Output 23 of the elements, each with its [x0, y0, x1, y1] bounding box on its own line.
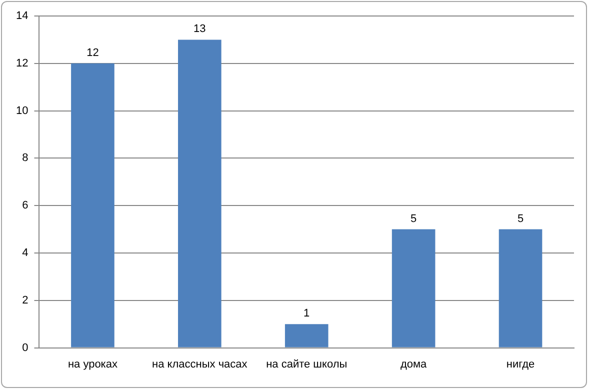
bar [178, 40, 222, 348]
data-label: 12 [86, 46, 99, 59]
data-label: 1 [304, 308, 310, 320]
bar [392, 229, 436, 348]
y-tick-label: 14 [16, 10, 28, 22]
data-label: 5 [517, 212, 524, 225]
x-tick-label: нигде [506, 358, 535, 370]
x-tick-label: на уроках [68, 358, 118, 370]
x-tick-label: на сайте школы [266, 358, 348, 370]
y-tick-label: 0 [22, 342, 28, 354]
bar [498, 229, 542, 348]
y-tick-label: 4 [22, 247, 28, 260]
y-tick-label: 10 [16, 104, 28, 117]
x-tick-label: дома [400, 358, 428, 370]
y-tick-label: 12 [16, 57, 28, 70]
bar [71, 63, 114, 348]
data-label: 5 [410, 212, 417, 225]
data-label: 13 [194, 23, 206, 36]
y-tick-label: 6 [22, 200, 28, 212]
y-tick-label: 2 [22, 294, 28, 306]
y-tick-label: 8 [22, 152, 28, 164]
bar [284, 324, 328, 348]
x-tick-label: на классных часах [152, 358, 248, 370]
